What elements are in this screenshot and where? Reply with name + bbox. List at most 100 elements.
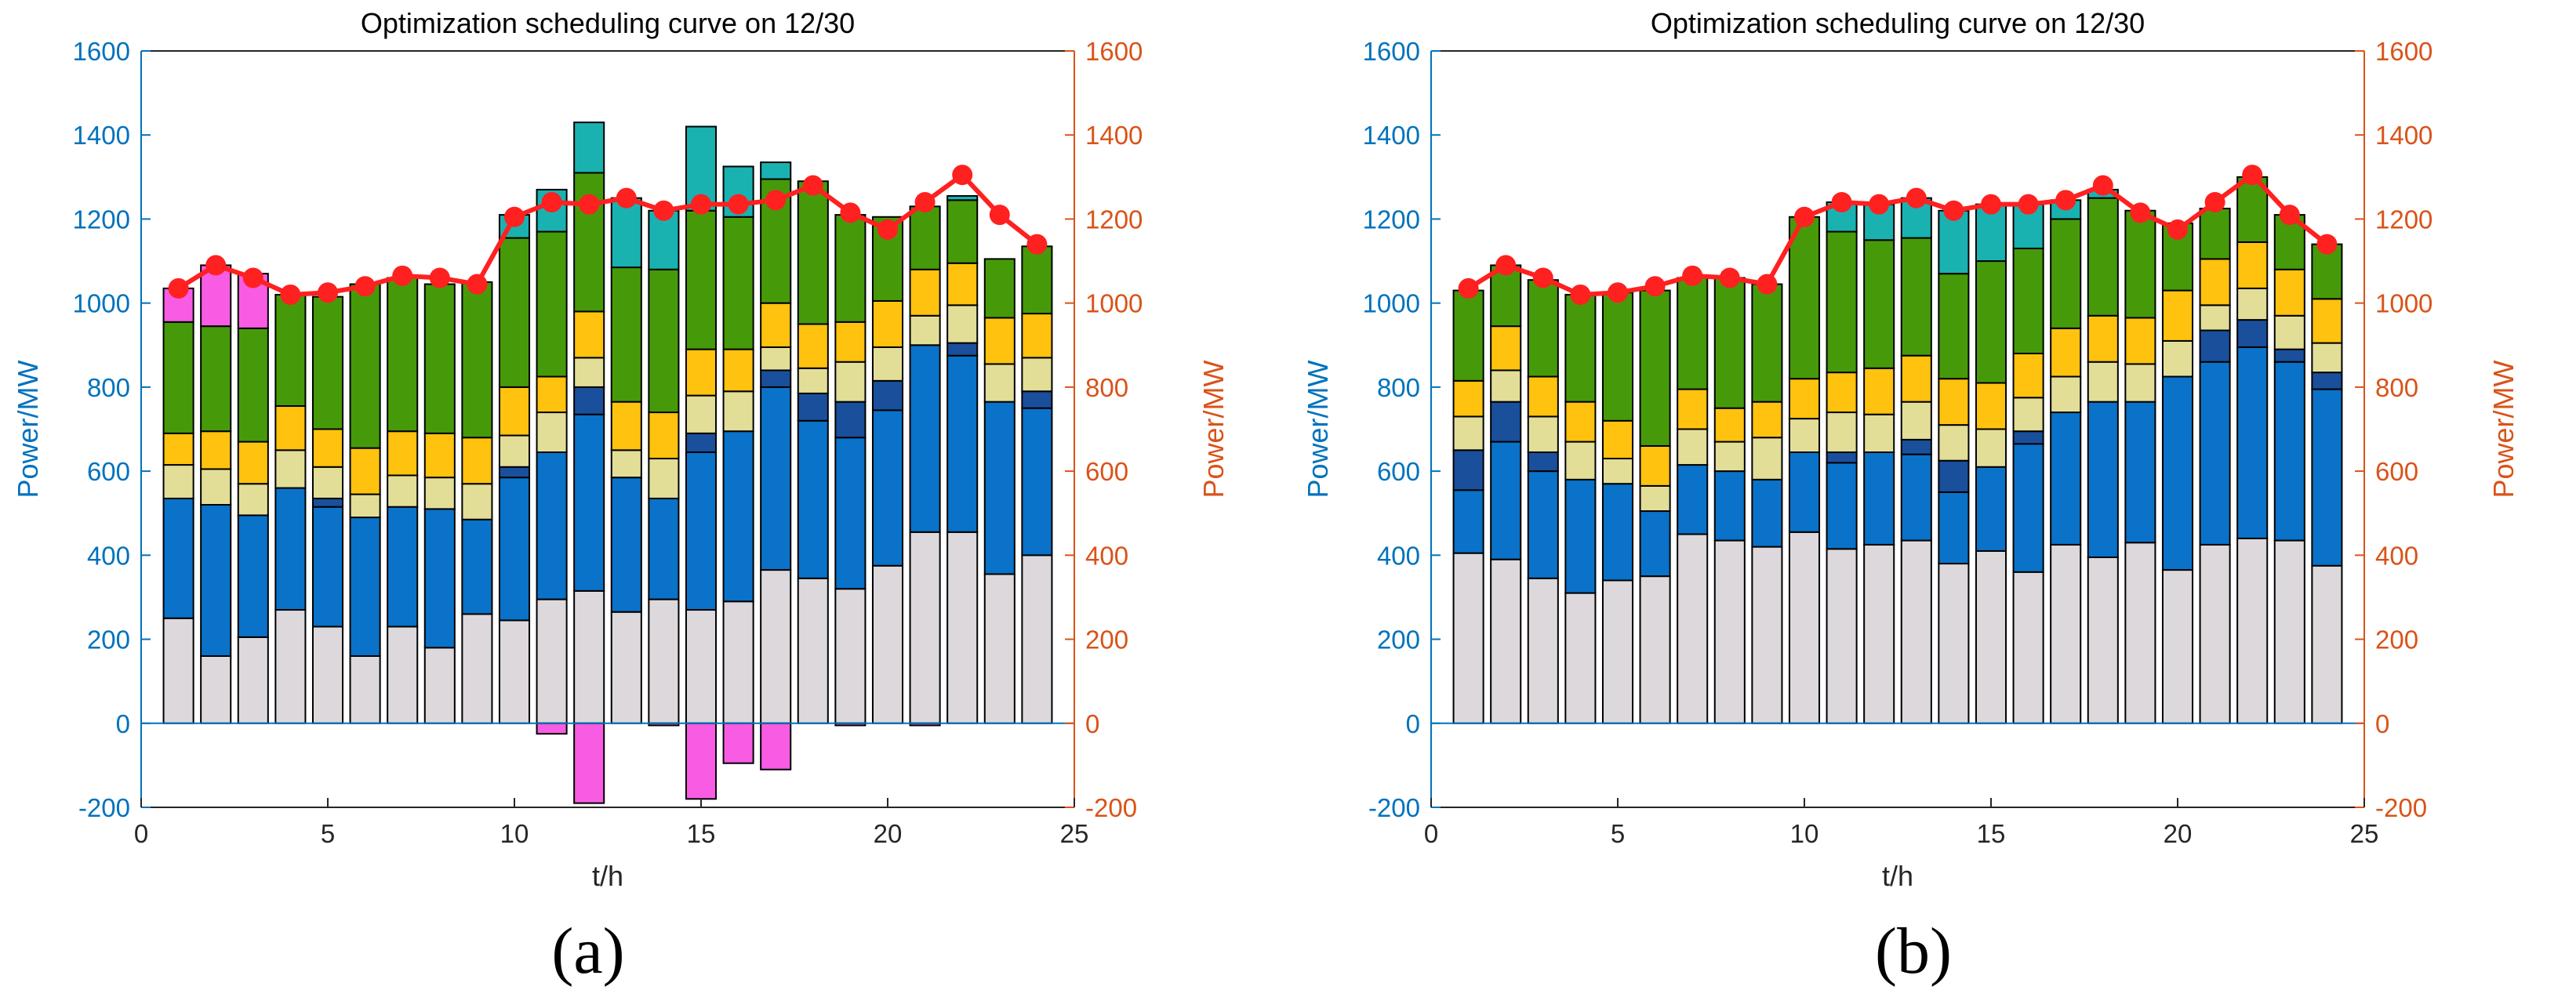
x-tick-label: 25 <box>2350 819 2379 848</box>
bar-segment-2-t1 <box>162 497 194 619</box>
bar-segment-4-t9 <box>461 483 493 520</box>
chart-panel-b: Optimization scheduling curve on 12/30 -2… <box>1290 0 2576 1008</box>
bar-segment-3-t1 <box>1452 449 1484 491</box>
bar-segment-4-t17 <box>2050 375 2082 414</box>
bar-segment-2-t10 <box>1788 451 1821 533</box>
load-point-t8 <box>429 267 450 288</box>
bar-segment-5-t10 <box>498 386 531 437</box>
load-point-t19 <box>840 202 861 223</box>
bar-segment-4-t1 <box>1452 415 1484 451</box>
bar-segment-1-t18 <box>2087 557 2119 724</box>
load-point-t3 <box>242 267 263 288</box>
bar-segment-1-t19 <box>834 588 867 724</box>
bar-segment-2-t16 <box>722 430 754 603</box>
load-point-t24 <box>1026 234 1048 255</box>
bar-segment-1-t2 <box>200 655 232 724</box>
bar-segment-2-t17 <box>760 386 792 571</box>
load-line <box>177 172 1039 297</box>
bar-segment-3-t3 <box>1527 451 1559 473</box>
y-tick-label-left: 800 <box>1377 373 1420 402</box>
bar-segment-2-t19 <box>2124 401 2156 544</box>
bar-segment-3-t19 <box>834 401 867 439</box>
y-tick-label-left: 1400 <box>73 121 130 150</box>
x-tick-label: 0 <box>134 819 148 848</box>
bar-segment-5-t6 <box>349 447 381 495</box>
bar-segment-4-t15 <box>1975 428 2007 468</box>
bar-segment-4-t22 <box>946 304 979 344</box>
bar-segment-2-t16 <box>2012 443 2044 573</box>
load-point-t12 <box>1869 194 1890 215</box>
bar-segment-3-t20 <box>871 379 904 412</box>
bar-segment-2-t6 <box>349 517 381 657</box>
bar-segment-1-t15 <box>1975 549 2007 724</box>
load-point-t14 <box>653 200 674 221</box>
y-tick-label-left: 200 <box>87 625 130 654</box>
load-point-t17 <box>765 190 787 211</box>
bar-segment-6-t21 <box>2199 208 2231 260</box>
bar-segment-2-t6 <box>1639 510 1671 578</box>
bar-segment-8-t17 <box>760 722 792 771</box>
bar-segment-6-t16 <box>2012 247 2044 354</box>
load-point-t13 <box>1906 187 1927 208</box>
bar-segment-2-t3 <box>237 514 269 638</box>
y-tick-label-left: 600 <box>1377 457 1420 486</box>
bar-segment-5-t23 <box>2273 268 2305 317</box>
bar-segment-6-t12 <box>573 172 605 313</box>
load-point-t4 <box>280 284 301 305</box>
y-tick-label-right: 800 <box>1085 373 1128 402</box>
bar-segment-5-t19 <box>834 321 867 363</box>
load-point-t10 <box>504 206 525 227</box>
bar-segment-4-t21 <box>909 314 941 346</box>
bar-segment-3-t24 <box>2311 372 2343 390</box>
bar-segment-2-t9 <box>1751 478 1783 548</box>
x-tick-label: 25 <box>1060 819 1089 848</box>
bar-segment-6-t4 <box>1564 293 1597 403</box>
bar-segment-4-t1 <box>162 464 194 499</box>
bar-segment-4-t8 <box>423 477 456 510</box>
bar-segment-8-t16 <box>722 722 754 764</box>
load-point-t21 <box>2204 192 2225 212</box>
y-tick-label-left: 1600 <box>73 37 130 66</box>
bar-segment-4-t3 <box>1527 415 1559 453</box>
bar-segment-1-t20 <box>2161 569 2194 724</box>
bar-segment-4-t14 <box>1938 424 1970 462</box>
bar-segment-6-t24 <box>1021 245 1053 315</box>
y-tick-label-right: 1200 <box>1085 205 1143 234</box>
load-point-t5 <box>318 282 338 303</box>
y-tick-label-right: 1000 <box>2375 289 2432 318</box>
y-tick-label-left: 1000 <box>1363 289 1420 318</box>
bar-segment-1-t8 <box>1713 539 1746 724</box>
bar-segment-6-t15 <box>1975 260 2007 384</box>
bar-segment-1-t7 <box>387 625 419 724</box>
bar-segment-1-t17 <box>2050 543 2082 724</box>
bar-segment-8-t12 <box>573 722 605 804</box>
bar-segment-6-t19 <box>2124 209 2156 319</box>
bar-segment-1-t10 <box>1788 531 1821 724</box>
bar-segment-5-t7 <box>1677 388 1709 430</box>
bar-segment-6-t5 <box>311 296 344 430</box>
chart-a-svg: Optimization scheduling curve on 12/30 -2… <box>12 7 1230 892</box>
bar-segment-2-t8 <box>1713 470 1746 542</box>
bar-segment-4-t13 <box>1900 401 1932 441</box>
bar-segment-2-t13 <box>1900 453 1932 542</box>
bar-segment-2-t21 <box>909 344 941 533</box>
bar-segment-3-t2 <box>1490 401 1522 443</box>
bar-segment-2-t5 <box>311 506 344 628</box>
bar-segment-4-t5 <box>1601 458 1634 485</box>
bar-segment-3-t16 <box>2012 430 2044 445</box>
bar-segment-2-t12 <box>1863 451 1895 546</box>
panel-label-b: (b) <box>1875 915 1952 988</box>
bar-segment-1-t23 <box>983 573 1016 724</box>
y-tick-label-right: 400 <box>1085 541 1128 570</box>
x-axis-label: t/h <box>592 860 623 892</box>
y-tick-label-left: 600 <box>87 457 130 486</box>
bar-segment-1-t9 <box>461 613 493 724</box>
bar-segment-2-t23 <box>2273 361 2305 542</box>
bar-segment-5-t12 <box>573 310 605 359</box>
bar-segment-6-t13 <box>1900 237 1932 357</box>
bar-segment-4-t4 <box>1564 441 1597 480</box>
y-tick-label-right: 1600 <box>1085 37 1143 66</box>
bar-segment-5-t22 <box>2236 241 2269 289</box>
bar-segment-5-t22 <box>946 262 979 306</box>
y-tick-label-right: 600 <box>2375 457 2418 486</box>
